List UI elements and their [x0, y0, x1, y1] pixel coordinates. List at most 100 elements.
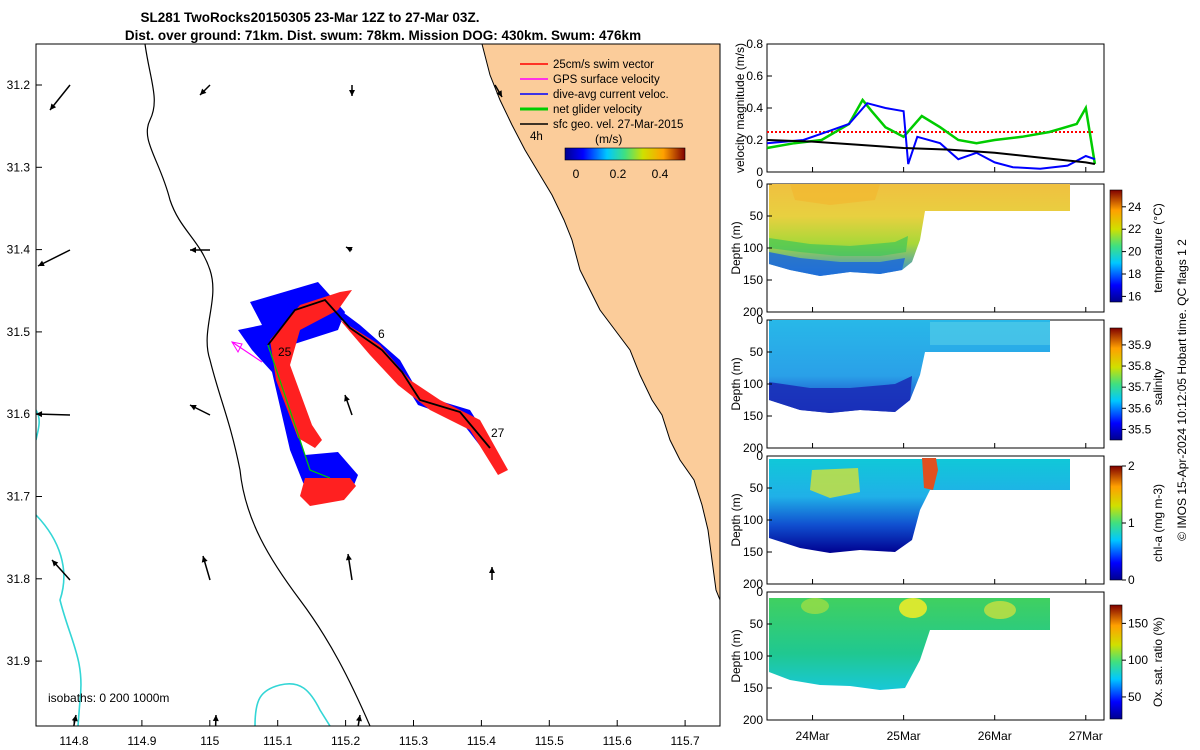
figure-title-line2: Dist. over ground: 71km. Dist. swum: 78k… — [125, 28, 641, 43]
map-ytick-label: 31.5 — [7, 325, 31, 339]
velocity-ytick-label: 0.2 — [746, 133, 763, 147]
day-label-26: 6 — [378, 327, 385, 341]
depth-tick-label: 200 — [743, 577, 763, 591]
sfc-velocity-arrowhead — [190, 247, 196, 253]
depth-tick-label: 50 — [750, 481, 764, 495]
track-blue-leg2 — [320, 295, 495, 456]
depth-axis-label: Depth (m) — [729, 493, 743, 546]
velocity-series-line — [766, 97, 1097, 165]
track-blue-block — [238, 282, 358, 490]
map-xtick-label: 115.6 — [603, 734, 632, 748]
colorbar-tick-label: 100 — [1128, 653, 1148, 667]
colorbar-tick-label: 35.8 — [1128, 359, 1152, 373]
depth-tick-label: 0 — [756, 313, 763, 327]
isobath-cyan-3 — [254, 683, 331, 726]
colorbar-tick-1: 0.2 — [610, 167, 627, 181]
track-red-block — [270, 290, 352, 448]
depth-axis-label: Depth (m) — [729, 629, 743, 682]
coastline-200m — [144, 44, 371, 726]
section-axes: 0 50 100 150 200 Depth (m) 0 50 100 150 200 Depth (… — [729, 177, 772, 727]
map-frame — [35, 43, 721, 727]
chla-colorbar — [1109, 465, 1123, 581]
sfc-velocity-arrowhead — [356, 715, 362, 722]
map-ytick-label: 31.3 — [7, 160, 31, 174]
depth-tick-label: 200 — [743, 713, 763, 727]
colorbar-tick-label: 22 — [1128, 222, 1142, 236]
colorbar-tick-label: 24 — [1128, 200, 1142, 214]
depth-tick-label: 100 — [743, 377, 763, 391]
time-tick-label: 27Mar — [1069, 729, 1103, 743]
isobaths-label: isobaths: 0 200 1000m — [48, 691, 169, 705]
salinity-lightband — [930, 322, 1050, 345]
time-axis: 24Mar 25Mar 26Mar 27Mar — [796, 167, 1103, 743]
salinity-colorbar — [1109, 327, 1123, 441]
depth-tick-label: 150 — [743, 545, 763, 559]
velocity-series — [766, 97, 1097, 170]
temperature-green-band — [769, 236, 908, 256]
map-xtick-label: 114.9 — [127, 734, 156, 748]
map-xtick-label: 115 — [200, 734, 219, 748]
track-green-line — [267, 344, 331, 479]
figure-title-line1: SL281 TwoRocks20150305 23-Mar 12Z to 27-… — [141, 10, 480, 25]
sfc-velocity-arrowhead — [345, 554, 352, 561]
depth-axis-label: Depth (m) — [729, 221, 743, 274]
map-ytick-label: 31.6 — [7, 407, 31, 421]
map-ytick-label: 31.4 — [7, 243, 31, 257]
isobath-cyan-2 — [36, 409, 40, 441]
colorbar-tick-label: 35.7 — [1128, 380, 1152, 394]
colorbar-tick-label: 35.9 — [1128, 338, 1152, 352]
oxygen-field — [769, 598, 1050, 690]
salinity-panel — [766, 319, 1105, 449]
velocity-series-line — [766, 139, 1096, 165]
temperature-colorbar — [1109, 189, 1123, 303]
colorbar-tick-label: 20 — [1128, 245, 1142, 259]
velocity-ytick-label: 0.6 — [746, 69, 763, 83]
legend-net: net glider velocity — [553, 104, 642, 116]
map-ytick-label: 31.2 — [7, 78, 31, 92]
colorbar-tick-label: 35.5 — [1128, 422, 1152, 436]
velocity-frame — [766, 43, 1105, 173]
sfc-velocity-arrowhead — [38, 260, 45, 266]
isobath-cyan-1 — [36, 514, 82, 726]
track-red-leg2 — [340, 320, 508, 475]
depth-tick-label: 0 — [756, 177, 763, 191]
depth-tick-label: 50 — [750, 617, 764, 631]
map-xtick-label: 115.5 — [535, 734, 564, 748]
day-label-25: 25 — [278, 345, 292, 359]
map-colorbar — [564, 147, 686, 161]
sfc-velocity-arrowhead — [349, 90, 355, 96]
depth-tick-label: 50 — [750, 345, 764, 359]
map-panel: 25 6 27 isobaths: 0 200 1000m 114.8 114.9… — [7, 43, 721, 748]
sfc-velocity-arrowhead — [346, 247, 353, 253]
oxygen-surface-patch — [801, 598, 829, 614]
depth-tick-label: 0 — [756, 585, 763, 599]
colorbar-tick-label: 2 — [1128, 459, 1135, 473]
temperature-panel — [766, 183, 1105, 313]
velocity-ylabel: velocity magnitude (m/s) — [733, 43, 747, 173]
gps-arrowhead — [230, 341, 243, 354]
sfc-velocity-arrowhead — [200, 88, 207, 95]
sfc-velocity-arrowhead — [212, 715, 219, 722]
oxygen-colorbar — [1109, 604, 1123, 720]
time-tick-label: 26Mar — [978, 729, 1012, 743]
land-area — [481, 44, 720, 601]
map-ytick-label: 31.7 — [7, 490, 31, 504]
legend-swim: 25cm/s swim vector — [553, 59, 654, 71]
depth-tick-label: 100 — [743, 649, 763, 663]
depth-tick-label: 150 — [743, 273, 763, 287]
temperature-cbar-label: temperature (°C) — [1151, 203, 1165, 293]
map-x-axis: 114.8 114.9 115 115.1 115.2 115.3 115.4 115.5 11… — [59, 720, 700, 748]
colorbar-ticks: 16 18 20 22 24 35.5 35.6 35.7 35.8 35.9 0 1 2 50 100 15… — [1122, 200, 1152, 704]
velocity-ytick-label: 0 — [756, 165, 763, 179]
gps-surface-vector — [231, 341, 263, 363]
oxygen-panel — [766, 591, 1105, 721]
sfc-velocity-arrowhead — [489, 567, 495, 573]
colorbar-tick-label: 35.6 — [1128, 401, 1152, 415]
depth-tick-label: 200 — [743, 305, 763, 319]
temperature-warm-core — [790, 184, 880, 205]
depth-tick-label: 200 — [743, 441, 763, 455]
sfc-velocity-arrowhead — [201, 556, 208, 563]
velocity-series-line — [766, 102, 1096, 170]
chla-panel — [766, 455, 1105, 585]
velocity-ytick-label: 0.8 — [746, 37, 763, 51]
